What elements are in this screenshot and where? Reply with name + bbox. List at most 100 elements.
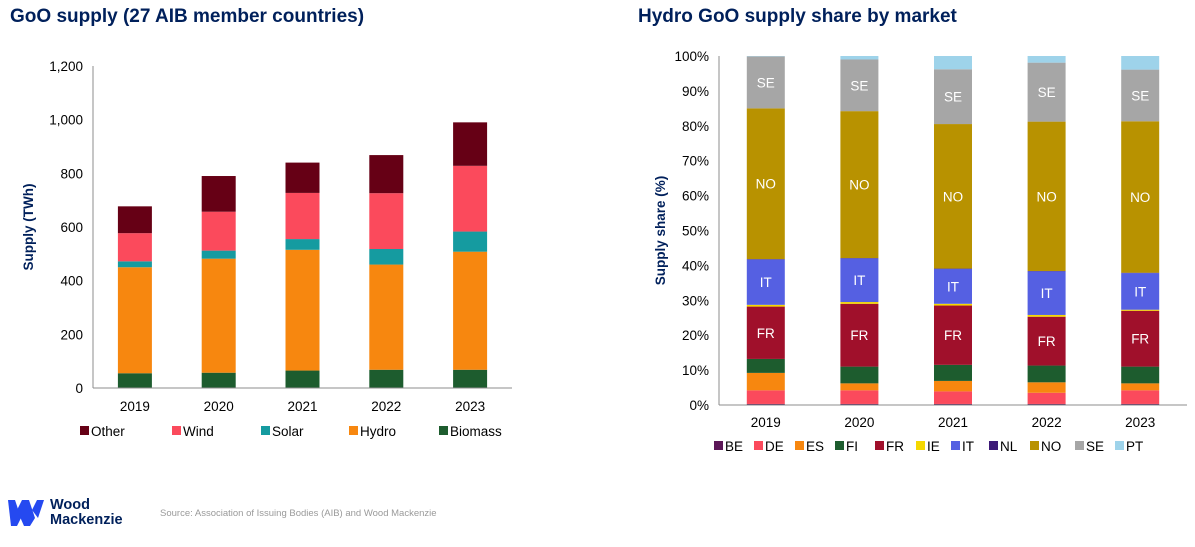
chart1-bar-other-2019 — [117, 206, 152, 234]
chart1-legend-label: Hydro — [360, 424, 396, 439]
chart2-segment-label: IT — [1041, 286, 1053, 301]
chart1-bar-solar-2023 — [453, 231, 488, 252]
chart2-bar-it-2023 — [1121, 273, 1160, 310]
chart2-legend-swatch-es — [795, 441, 804, 450]
chart2-bar-no-2023 — [1121, 121, 1160, 273]
chart2-legend-label: NL — [1000, 439, 1018, 454]
chart2-xtick-label: 2023 — [1125, 415, 1155, 430]
chart2-bar-fr-2023 — [1121, 310, 1160, 367]
chart2-y-axis-label: Supply share (%) — [653, 176, 668, 286]
chart2-ytick-label: 30% — [682, 293, 709, 308]
chart1-bar-hydro-2023 — [453, 251, 488, 370]
chart1-title: GoO supply (27 AIB member countries) — [10, 6, 365, 27]
chart2-segment-label: FR — [944, 328, 962, 343]
chart2-bar-se-2021 — [934, 69, 972, 125]
chart1-bar-hydro-2019 — [117, 267, 152, 374]
chart2-bar-de-2021 — [934, 391, 972, 404]
chart2-ytick-label: 80% — [682, 119, 709, 134]
chart2-legend-swatch-fi — [835, 441, 844, 450]
chart2-bar-it-2020 — [840, 258, 879, 303]
chart2-segment-label: IT — [853, 273, 865, 288]
chart2-bar-de-2023 — [1121, 390, 1160, 404]
chart2-legend-swatch-nl — [989, 441, 998, 450]
chart2-bar-fr-2019 — [746, 306, 785, 359]
chart2-bar-fr-2021 — [934, 305, 972, 365]
chart1-xtick-label: 2020 — [204, 399, 234, 414]
chart1-ytick-label: 1,200 — [49, 59, 83, 74]
chart2-bar-be-2019 — [746, 403, 785, 405]
chart1-xtick-label: 2023 — [455, 399, 485, 414]
chart2-bar-es-2023 — [1121, 383, 1160, 391]
chart2-bar-de-2020 — [840, 390, 879, 404]
chart1-ytick-label: 200 — [60, 327, 83, 342]
chart2-ytick-label: 40% — [682, 258, 709, 273]
chart1-ytick-label: 600 — [60, 220, 83, 235]
chart1-legend-swatch-biomass — [439, 426, 448, 435]
chart2-bar-ie-2021 — [934, 303, 972, 306]
chart2-legend-label: BE — [725, 439, 743, 454]
chart2-bar-it-2021 — [934, 268, 972, 304]
chart2-bar-se-2019 — [746, 56, 785, 109]
chart2-segment-label: NO — [1036, 189, 1056, 204]
chart2-ytick-label: 10% — [682, 363, 709, 378]
chart2-title: Hydro GoO supply share by market — [638, 6, 957, 27]
chart1-bar-wind-2023 — [453, 165, 488, 232]
chart1-ytick-label: 1,000 — [49, 113, 83, 128]
chart1-bar-biomass-2020 — [201, 372, 236, 388]
chart2-bar-fi-2023 — [1121, 366, 1160, 384]
chart2-legend-label: ES — [806, 439, 824, 454]
chart2-segment-label: FR — [850, 328, 868, 343]
chart2-bar-no-2020 — [840, 111, 879, 259]
chart2-legend-label: FI — [846, 439, 858, 454]
chart2-bar-es-2020 — [840, 383, 879, 391]
chart2-legend-swatch-it — [951, 441, 960, 450]
chart2-legend-label: FR — [886, 439, 904, 454]
chart2-bar-se-2022 — [1027, 62, 1066, 122]
chart2-legend-label: DE — [765, 439, 784, 454]
chart1-y-axis-label: Supply (TWh) — [21, 184, 36, 271]
chart2-bar-ie-2020 — [840, 302, 879, 304]
chart2-bar-no-2021 — [934, 124, 972, 269]
chart1-legend-label: Solar — [272, 424, 304, 439]
chart2-bar-de-2019 — [746, 390, 785, 404]
chart2-bar-es-2019 — [746, 372, 785, 391]
chart2-bar-it-2019 — [746, 259, 785, 305]
chart2-segment-label: FR — [1131, 332, 1149, 347]
chart2-bar-be-2020 — [840, 403, 879, 405]
chart2-xtick-label: 2021 — [938, 415, 968, 430]
chart2-bar-fi-2022 — [1027, 365, 1066, 383]
chart1-bar-solar-2019 — [117, 261, 152, 268]
chart1-legend-swatch-solar — [261, 426, 270, 435]
chart2-bar-ie-2019 — [746, 304, 785, 307]
chart2-bar-fi-2020 — [840, 366, 879, 384]
chart2-segment-label: SE — [1038, 85, 1056, 100]
chart1-bar-biomass-2021 — [285, 370, 320, 388]
chart2-xtick-label: 2022 — [1032, 415, 1062, 430]
chart2-segment-label: NO — [849, 178, 869, 193]
brand-line-1: Wood — [50, 497, 90, 513]
chart2-segment-label: NO — [1130, 190, 1150, 205]
chart2-ytick-label: 60% — [682, 189, 709, 204]
chart2-segment-label: FR — [757, 326, 775, 341]
chart2-ytick-label: 100% — [674, 49, 709, 64]
chart1-legend-swatch-other — [80, 426, 89, 435]
chart2-bar-pt-2021 — [934, 56, 972, 70]
chart1-legend-label: Wind — [183, 424, 214, 439]
chart1-legend-swatch-wind — [172, 426, 181, 435]
chart2-legend-swatch-se — [1075, 441, 1084, 450]
chart1-bar-other-2022 — [369, 155, 404, 194]
chart2-bar-ie-2022 — [1027, 314, 1066, 317]
chart1-xtick-label: 2022 — [371, 399, 401, 414]
chart2-bar-es-2021 — [934, 380, 972, 392]
chart2-ytick-label: 20% — [682, 328, 709, 343]
chart2-legend-swatch-be — [714, 441, 723, 450]
chart2-bar-fi-2019 — [746, 358, 785, 373]
chart2-bar-be-2022 — [1027, 403, 1066, 405]
chart1-bar-wind-2021 — [285, 192, 320, 240]
chart2-legend-swatch-de — [754, 441, 763, 450]
chart2-legend-label: IT — [962, 439, 974, 454]
chart1-bar-other-2023 — [453, 122, 488, 166]
chart2-bar-fr-2022 — [1027, 316, 1066, 366]
chart1-xtick-label: 2019 — [120, 399, 150, 414]
